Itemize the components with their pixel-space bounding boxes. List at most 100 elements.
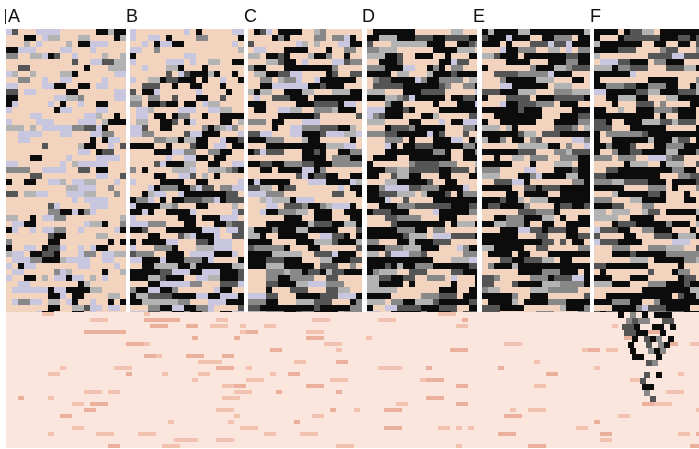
mosaic-cell (391, 125, 409, 131)
mosaic-cell (439, 131, 445, 137)
mosaic-cell (272, 251, 290, 257)
mosaic-cell (166, 77, 178, 83)
mosaic-cell (184, 221, 196, 227)
mosaic-cell (494, 29, 512, 35)
mosaic-cell (196, 233, 214, 239)
mosaic-cell (166, 209, 178, 215)
mosaic-cell (36, 29, 42, 35)
mosaic-cell (272, 245, 284, 251)
mosaic-cell (397, 305, 415, 311)
mosaic-cell (90, 221, 102, 227)
mosaic-cell (130, 311, 148, 312)
mosaic-cell (554, 197, 560, 203)
tail-cell (660, 330, 666, 336)
mosaic-cell (367, 41, 373, 47)
mosaic-cell (536, 95, 554, 101)
mosaic-cell (530, 53, 542, 59)
mosaic-cell (148, 95, 160, 101)
mosaic-cell (42, 251, 54, 257)
mosaic-cell (226, 227, 238, 233)
mosaic-cell (578, 119, 590, 125)
mosaic-cell (12, 125, 24, 131)
mosaic-cell (154, 263, 160, 269)
mosaic-cell (248, 227, 254, 233)
mosaic-cell (397, 167, 409, 173)
mosaic-cell (409, 281, 415, 287)
mosaic-cell (618, 227, 630, 233)
mosaic-cell (554, 95, 560, 101)
mosaic-cell (612, 251, 630, 257)
mosaic-cell (278, 107, 290, 113)
mosaic-cell (202, 257, 208, 263)
mosaic-cell (6, 167, 18, 173)
mosaic-cell (302, 131, 320, 137)
mosaic-cell (120, 173, 126, 179)
mosaic-cell (344, 131, 356, 137)
mosaic-cell (415, 263, 433, 269)
mosaic-cell (482, 311, 500, 312)
mosaic-cell (120, 35, 126, 41)
mosaic-cell (238, 293, 244, 299)
mosaic-cell (248, 251, 266, 257)
mosaic-cell (184, 77, 196, 83)
mosaic-cell (160, 281, 172, 287)
mosaic-cell (78, 83, 90, 89)
mosaic-cell (684, 53, 699, 59)
mosaic-cell (160, 185, 166, 191)
tail-cell (642, 312, 648, 318)
mosaic-cell (397, 185, 409, 191)
mosaic-cell (6, 107, 12, 113)
mosaic-cell (421, 83, 439, 89)
mosaic-cell (482, 29, 488, 35)
mosaic-cell (332, 239, 338, 245)
mosaic-cell (326, 71, 332, 77)
mosaic-cell (530, 143, 548, 149)
mosaic-cell (130, 143, 142, 149)
mosaic-cell (672, 239, 690, 245)
mosaic-cell (202, 185, 214, 191)
mosaic-cell (248, 119, 266, 125)
mosaic-cell (326, 275, 338, 281)
mosaic-cell (690, 35, 696, 41)
mosaic-cell (266, 287, 272, 293)
mosaic-cell (54, 53, 60, 59)
mosaic-cell (60, 257, 66, 263)
mosaic-cell (72, 161, 78, 167)
tail-cell (642, 330, 648, 336)
mosaic-cell (385, 107, 403, 113)
mosaic-cell (190, 311, 202, 312)
mosaic-cell (314, 215, 332, 221)
mosaic-cell (391, 275, 403, 281)
mosaic-cell (154, 83, 160, 89)
mosaic-cell (451, 257, 469, 263)
mosaic-cell (482, 119, 488, 125)
mosaic-cell (648, 245, 654, 251)
mosaic-cell (30, 251, 42, 257)
mosaic-cell (102, 257, 114, 263)
mosaic-cell (409, 125, 415, 131)
mosaic-cell (290, 29, 302, 35)
mosaic-cell (391, 173, 397, 179)
mosaic-cell (6, 161, 18, 167)
pink-mark (648, 330, 666, 334)
mosaic-cell (166, 155, 172, 161)
mosaic-cell (648, 29, 654, 35)
mosaic-cell (320, 269, 326, 275)
mosaic-cell (178, 215, 196, 221)
mosaic-cell (220, 275, 238, 281)
mosaic-cell (415, 305, 421, 311)
mosaic-cell (196, 203, 208, 209)
mosaic-cell (296, 65, 308, 71)
mosaic-cell (42, 119, 54, 125)
mosaic-cell (506, 41, 512, 47)
mosaic-cell (536, 209, 554, 215)
mosaic-cell (190, 263, 196, 269)
mosaic-cell (475, 233, 477, 239)
mosaic-cell (214, 263, 232, 269)
mosaic-cell (415, 95, 433, 101)
mosaic-cell (642, 227, 654, 233)
mosaic-cell (560, 95, 578, 101)
mosaic-cell (445, 107, 463, 113)
mosaic-cell (160, 287, 172, 293)
mosaic-cell (84, 197, 90, 203)
